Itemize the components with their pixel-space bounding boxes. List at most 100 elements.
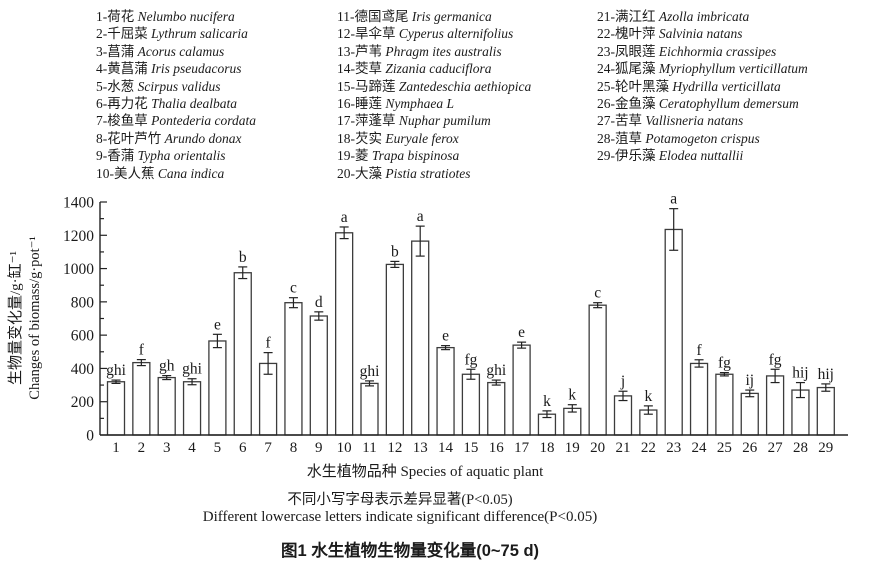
x-axis-tick-label: 12 <box>387 440 402 456</box>
x-axis-tick-label: 26 <box>742 440 758 456</box>
legend-item-name-cn: 27-苦草 <box>597 113 646 129</box>
legend-item: 13-芦苇 Phragm ites australis <box>337 43 531 60</box>
sig-letter: c <box>290 280 297 297</box>
sig-letter: f <box>696 342 702 359</box>
bar <box>233 272 252 436</box>
sig-letter: f <box>139 342 145 359</box>
sig-letter: j <box>620 373 625 390</box>
legend-item: 26-金鱼藻 Ceratophyllum demersum <box>597 95 808 112</box>
bar <box>360 382 379 436</box>
legend-item: 22-槐叶萍 Salvinia natans <box>597 25 808 42</box>
legend-item-name-cn: 3-菖蒲 <box>96 43 138 59</box>
legend-item: 23-凤眼莲 Eichhormia crassipes <box>597 43 808 60</box>
legend-item-name-latin: Thalia dealbata <box>151 96 238 112</box>
legend-item: 1-荷花 Nelumbo nucifera <box>96 8 256 25</box>
legend-item-name-latin: Potamogeton crispus <box>645 130 760 146</box>
legend-item-name-latin: Zizania caduciflora <box>385 61 492 77</box>
legend-item: 16-睡莲 Nymphaea L <box>337 95 531 112</box>
sig-letter: k <box>568 387 576 404</box>
legend-item-name-latin: Acorus calamus <box>137 43 225 59</box>
sig-letter: a <box>670 195 677 208</box>
legend-item-name-latin: Vallisneria natans <box>645 113 744 129</box>
legend-item-name-latin: Trapa bispinosa <box>371 148 460 164</box>
bar <box>512 344 531 436</box>
sig-letter: a <box>417 208 424 225</box>
bar <box>309 315 328 436</box>
legend-item: 15-马蹄莲 Zantedeschia aethiopica <box>337 78 531 95</box>
legend-item: 14-茭草 Zizania caduciflora <box>337 60 531 77</box>
legend-item-name-latin: Zantedeschia aethiopica <box>398 78 532 94</box>
bar <box>182 381 202 436</box>
bar <box>132 361 151 436</box>
sig-letter: k <box>543 393 551 410</box>
x-axis-tick-label: 18 <box>539 440 554 456</box>
sig-letter: b <box>239 249 247 266</box>
x-axis-title: 水生植物品种 Species of aquatic plant <box>306 464 544 480</box>
legend-item-name-cn: 21-满江红 <box>597 9 659 24</box>
sig-letter: gh <box>159 358 175 375</box>
bar <box>461 373 481 436</box>
sig-letter: fg <box>718 355 731 372</box>
legend-item-name-latin: Azolla imbricata <box>658 9 750 24</box>
bar <box>613 395 633 436</box>
x-axis-tick-label: 6 <box>239 440 247 456</box>
sig-letter: ghi <box>360 363 381 380</box>
legend-item: 7-梭鱼草 Pontederia cordata <box>96 112 256 129</box>
legend-item-name-latin: Eichhormia crassipes <box>658 43 777 59</box>
x-axis-tick-label: 25 <box>717 440 732 456</box>
legend-item: 19-菱 Trapa bispinosa <box>337 147 531 164</box>
legend-item-name-latin: Salvinia natans <box>658 26 743 42</box>
bar <box>689 362 709 436</box>
x-axis-tick-label: 10 <box>337 440 352 456</box>
y-axis-tick-label: 0 <box>86 428 94 445</box>
sig-letter: fg <box>464 351 477 368</box>
legend-item-name-latin: Scirpus validus <box>137 78 221 94</box>
x-axis-tick-label: 24 <box>692 440 708 456</box>
legend-item-name-latin: Lythrum salicaria <box>151 26 248 42</box>
bar <box>436 346 455 436</box>
x-axis-tick-label: 14 <box>438 440 454 456</box>
y-axis-tick-label: 1400 <box>63 195 94 212</box>
legend-item-name-cn: 2-千屈菜 <box>96 26 152 42</box>
bar <box>664 228 683 436</box>
bar <box>334 232 354 436</box>
x-axis-tick-label: 15 <box>463 440 478 456</box>
bar <box>487 381 506 436</box>
legend-item: 17-萍蓬草 Nuphar pumilum <box>337 112 531 129</box>
legend-item-name-cn: 7-梭鱼草 <box>96 113 152 129</box>
legend-column-2: 11-德国鸢尾 Iris germanica 12-旱伞草 Cyperus alt… <box>337 8 531 182</box>
legend-item-name-latin: Nelumbo nucifera <box>137 9 235 24</box>
bar <box>208 340 227 436</box>
x-axis-tick-label: 9 <box>315 440 323 456</box>
legend-item-name-latin: Phragm ites australis <box>385 43 502 59</box>
x-axis-tick-label: 16 <box>489 440 505 456</box>
legend-item-name-cn: 23-凤眼莲 <box>597 43 659 59</box>
legend-item-name-cn: 1-荷花 <box>96 9 138 24</box>
legend-item-name-cn: 4-黄菖蒲 <box>96 61 152 77</box>
legend-item: 24-狐尾藻 Myriophyllum verticillatum <box>597 60 808 77</box>
legend-item-name-cn: 9-香蒲 <box>96 148 138 164</box>
legend-item-name-cn: 29-伊乐藻 <box>597 148 659 164</box>
bar <box>157 376 176 436</box>
x-axis-tick-label: 4 <box>188 440 196 456</box>
sig-letter: f <box>266 335 272 352</box>
x-axis-tick-label: 27 <box>768 440 784 456</box>
legend-item: 11-德国鸢尾 Iris germanica <box>337 8 531 25</box>
y-axis-tick-label: 800 <box>71 294 95 311</box>
legend-item: 27-苦草 Vallisneria natans <box>597 112 808 129</box>
legend-item-name-cn: 26-金鱼藻 <box>597 96 659 112</box>
sig-letter: e <box>518 324 525 341</box>
legend-item-name-cn: 15-马蹄莲 <box>337 78 399 94</box>
legend-item: 8-花叶芦竹 Arundo donax <box>96 130 256 147</box>
legend-item-name-latin: Pontederia cordata <box>151 113 256 129</box>
sig-letter: hij <box>792 365 808 382</box>
bar <box>715 373 734 436</box>
x-axis-tick-label: 17 <box>514 440 530 456</box>
sig-letter: fg <box>769 351 782 368</box>
legend-item-name-latin: Cana indica <box>157 165 225 181</box>
legend-item: 25-轮叶黑藻 Hydrilla verticillata <box>597 78 808 95</box>
legend-item-name-cn: 18-芡实 <box>337 130 386 146</box>
legend-item-name-cn: 16-睡莲 <box>337 96 386 112</box>
legend-item: 6-再力花 Thalia dealbata <box>96 95 256 112</box>
